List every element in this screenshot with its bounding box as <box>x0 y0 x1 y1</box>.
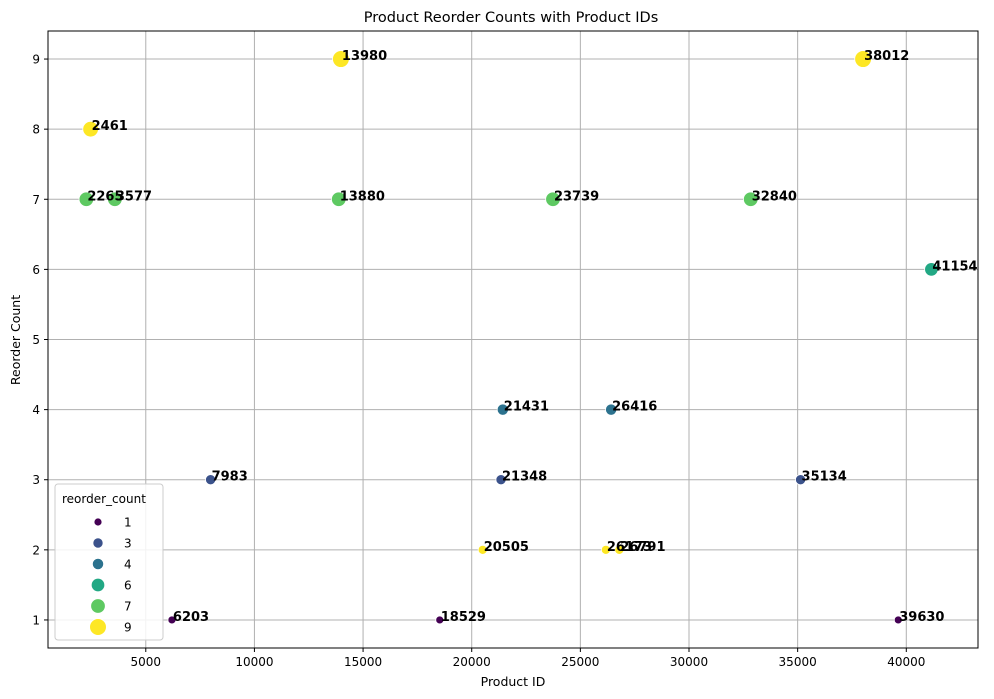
legend-marker <box>90 598 106 614</box>
point-label: 2265 <box>87 189 123 204</box>
data-point <box>107 191 123 207</box>
y-tick-label: 9 <box>32 53 40 67</box>
x-tick-label: 20000 <box>453 655 491 669</box>
legend-label: 7 <box>124 600 132 614</box>
point-label: 35134 <box>802 470 847 485</box>
y-tick-label: 5 <box>32 333 40 347</box>
legend-entries: 1 3 4 6 7 9 <box>89 516 132 636</box>
data-point <box>496 403 509 416</box>
point-label: 18529 <box>441 610 486 625</box>
legend: reorder_count 1 3 4 6 7 9 <box>54 483 164 641</box>
point-label: 39630 <box>899 610 944 625</box>
y-axis-label: Reorder Count <box>8 295 23 385</box>
point-label: 20505 <box>484 540 529 555</box>
data-point <box>435 615 445 625</box>
point-label: 6203 <box>173 610 209 625</box>
point-label: 38012 <box>864 49 909 64</box>
y-tick-label: 7 <box>32 193 40 207</box>
y-tick-label: 4 <box>32 403 40 417</box>
point-label: 26173 <box>607 540 652 555</box>
data-point <box>600 544 611 555</box>
y-tick-label: 8 <box>32 123 40 137</box>
legend-marker <box>93 517 103 527</box>
y-tick-label: 3 <box>32 473 40 487</box>
data-point <box>924 262 939 277</box>
legend-marker <box>89 618 107 636</box>
legend-label: 6 <box>124 579 132 593</box>
x-tick-label: 5000 <box>131 655 162 669</box>
x-tick-label: 35000 <box>779 655 817 669</box>
data-point <box>893 615 903 625</box>
data-point <box>477 544 488 555</box>
data-point <box>605 403 618 416</box>
point-label: 7983 <box>212 470 248 485</box>
data-point <box>331 191 347 207</box>
data-points <box>78 50 939 625</box>
data-point <box>205 474 217 486</box>
grid-lines <box>48 31 978 648</box>
data-point <box>854 50 872 68</box>
point-label: 26791 <box>620 540 665 555</box>
point-label: 13880 <box>340 189 385 204</box>
legend-marker <box>91 557 105 571</box>
point-label: 2461 <box>92 119 128 134</box>
legend-marker <box>92 537 104 549</box>
legend-frame <box>54 483 164 641</box>
x-tick-label: 10000 <box>235 655 273 669</box>
data-point <box>743 191 759 207</box>
data-point <box>82 120 99 138</box>
x-tick-label: 30000 <box>670 655 708 669</box>
plot-frame <box>47 30 979 649</box>
data-point <box>495 474 507 486</box>
data-point <box>545 191 561 207</box>
data-point <box>78 191 95 207</box>
x-axis-label: Product ID <box>481 674 546 689</box>
legend-label: 3 <box>124 537 132 551</box>
chart-title: Product Reorder Counts with Product IDs <box>364 10 659 26</box>
data-point <box>614 544 625 555</box>
data-point <box>167 615 177 625</box>
x-tick-label: 15000 <box>344 655 382 669</box>
point-label: 13980 <box>342 49 387 64</box>
y-tick-label: 1 <box>32 613 40 627</box>
x-tick-label: 25000 <box>561 655 599 669</box>
point-label: 3577 <box>116 189 152 204</box>
point-label: 26416 <box>612 400 657 415</box>
data-point <box>795 474 807 486</box>
legend-marker <box>90 577 106 593</box>
legend-label: 9 <box>124 621 132 635</box>
point-label: 21431 <box>504 400 549 415</box>
axis-ticks: 5000 10000 15000 20000 25000 30000 35000 40000 1… <box>32 53 925 669</box>
y-tick-label: 6 <box>32 263 40 277</box>
data-point <box>332 50 350 68</box>
point-label: 32840 <box>752 189 797 204</box>
y-tick-label: 2 <box>32 543 40 557</box>
legend-title: reorder_count <box>62 492 146 506</box>
point-label: 23739 <box>554 189 599 204</box>
point-label: 21348 <box>502 470 547 485</box>
legend-label: 4 <box>124 558 132 572</box>
legend-label: 1 <box>124 516 132 530</box>
point-label: 41154 <box>932 259 977 274</box>
x-tick-label: 40000 <box>887 655 925 669</box>
